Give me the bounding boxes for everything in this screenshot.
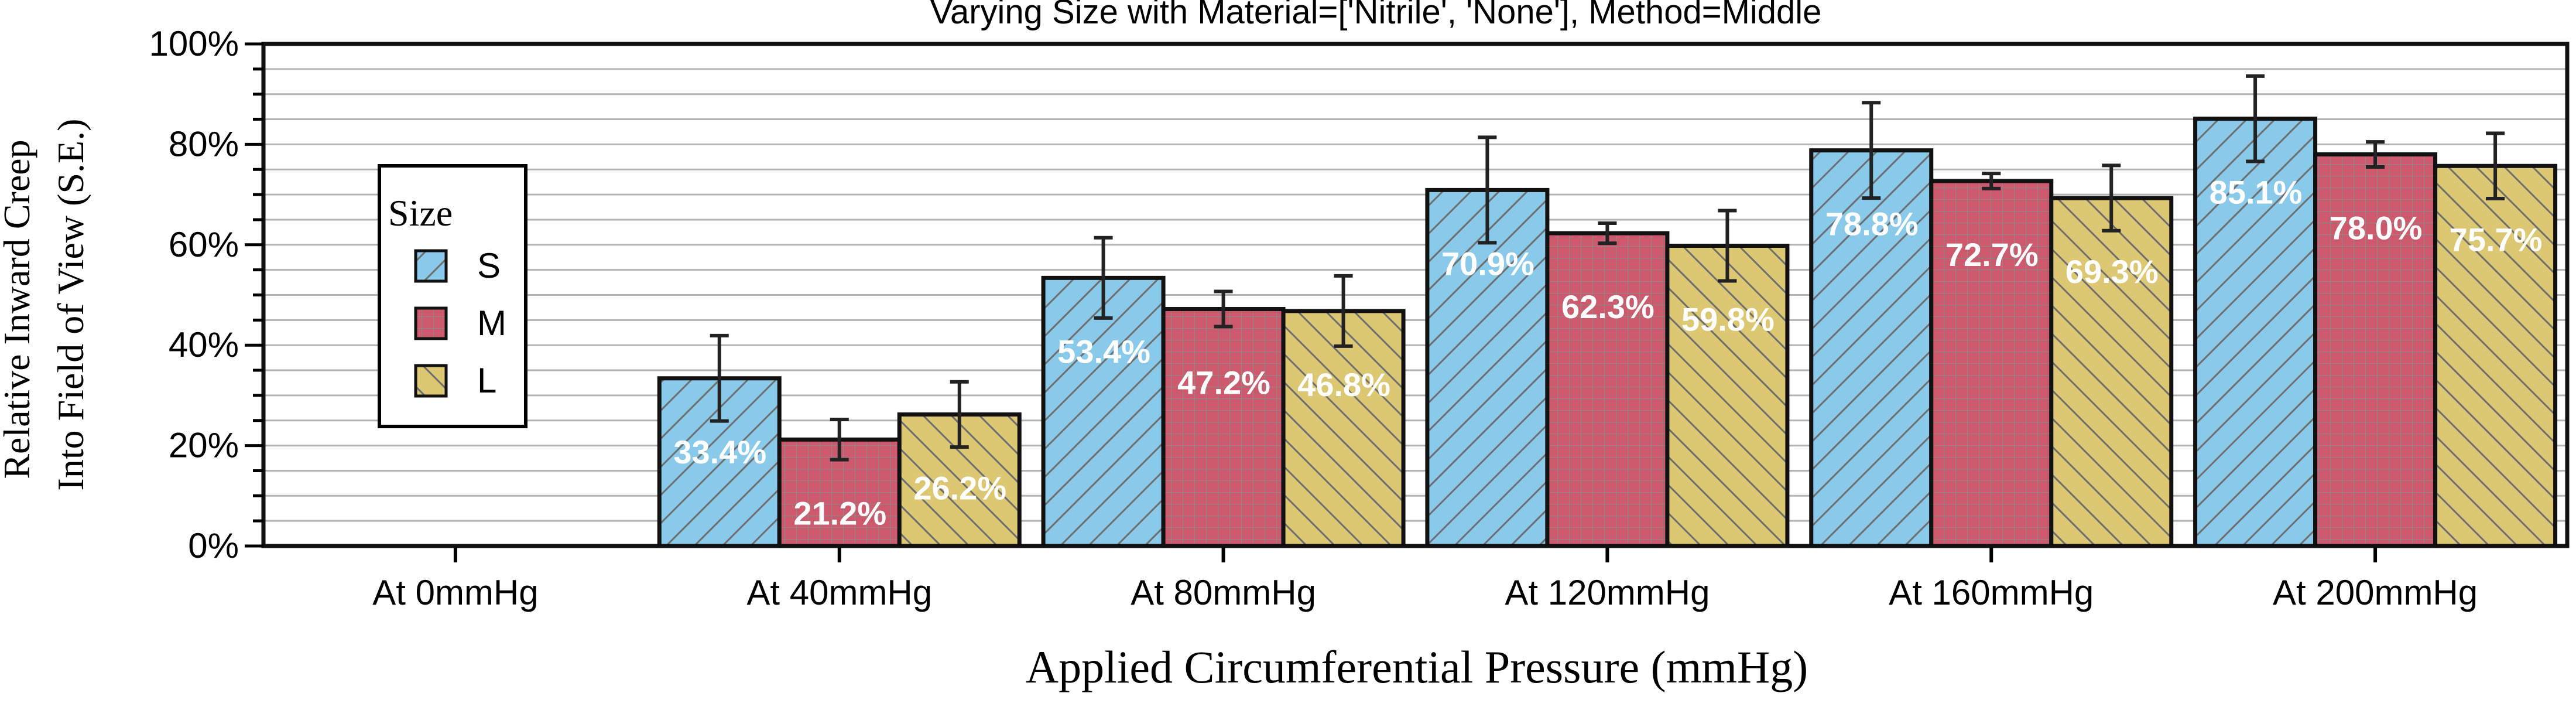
- y-tick-label: 80%: [169, 124, 239, 163]
- legend-title: Size: [388, 192, 453, 234]
- x-tick-label: At 40mmHg: [746, 573, 932, 612]
- legend-box: [378, 164, 527, 428]
- data-label: 59.8%: [1681, 301, 1775, 338]
- bar-hatch: [1665, 244, 1790, 548]
- x-tick-label: At 0mmHg: [372, 573, 538, 612]
- y-tick-label: 100%: [149, 24, 239, 63]
- x-tick-label: At 200mmHg: [2273, 573, 2478, 612]
- y-axis-label-line-2: Into Field of View (S.E.): [50, 119, 91, 491]
- bar-hatch: [2049, 196, 2174, 548]
- x-tick-label: At 80mmHg: [1131, 573, 1316, 612]
- axes: At 0mmHg At 40mmHg At 80mmHg At 120mmHg At 1…: [149, 24, 2570, 612]
- data-label: 85.1%: [2210, 174, 2303, 211]
- legend-label: M: [477, 303, 506, 343]
- data-label: 78.8%: [1825, 206, 1919, 243]
- bar-hatch: [1041, 275, 1166, 548]
- legend: Size SML: [378, 164, 527, 428]
- data-label: 69.3%: [2065, 253, 2159, 290]
- data-label: 26.2%: [913, 469, 1006, 506]
- data-label: 46.8%: [1297, 366, 1390, 403]
- data-label: 62.3%: [1561, 288, 1654, 325]
- y-tick-label: 40%: [169, 325, 239, 364]
- legend-swatch-hatch: [414, 306, 448, 340]
- bar-group: 33.4% 21.2% 26.2% 53.4% 47.2% 46.8% 70.9% 62.3%…: [657, 74, 2558, 548]
- x-tick-label: At 160mmHg: [1889, 573, 2094, 612]
- data-label: 70.9%: [1441, 245, 1534, 282]
- x-tick-label: At 120mmHg: [1505, 573, 1710, 612]
- y-axis-label: Relative Inward Creep Into Field of View…: [0, 119, 91, 491]
- data-label: 21.2%: [793, 494, 886, 531]
- y-tick-label: 20%: [169, 426, 239, 465]
- gridlines: [263, 68, 2567, 522]
- x-axis-label: Applied Circumferential Pressure (mmHg): [1026, 641, 1808, 692]
- data-label: 75.7%: [2450, 221, 2543, 258]
- data-label: 78.0%: [2330, 210, 2423, 247]
- bar-hatch: [1929, 179, 2054, 548]
- y-tick-label: 60%: [169, 225, 239, 264]
- y-axis-label-line-1: Relative Inward Creep: [0, 139, 37, 479]
- legend-swatch-hatch: [414, 364, 448, 398]
- legend-label: L: [477, 361, 496, 400]
- chart-title: Varying Size with Material=['Nitrile', '…: [930, 0, 1822, 31]
- bar-hatch: [1545, 231, 1670, 548]
- data-label: 53.4%: [1057, 333, 1150, 370]
- legend-swatch-hatch: [414, 249, 448, 283]
- bar-hatch: [1161, 306, 1286, 548]
- legend-label: S: [477, 246, 501, 285]
- bar-hatch: [2433, 163, 2558, 548]
- bar-hatch: [1281, 309, 1406, 548]
- data-label: 33.4%: [673, 434, 766, 470]
- bar-hatch: [1809, 148, 1934, 548]
- data-label: 47.2%: [1177, 364, 1270, 401]
- data-label: 72.7%: [1945, 236, 2039, 273]
- y-tick-label: 0%: [188, 526, 239, 565]
